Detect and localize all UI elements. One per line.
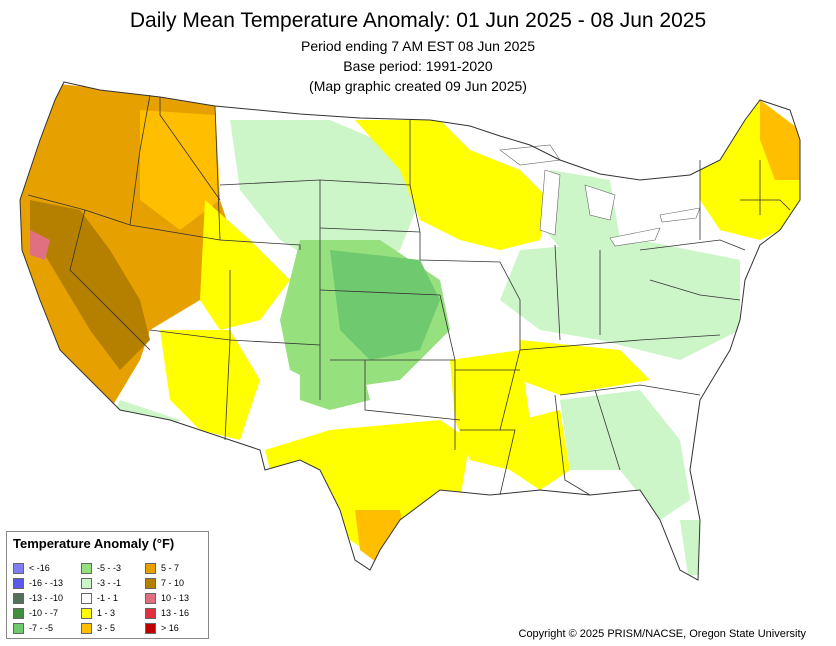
legend-swatch [13,608,24,620]
legend-item: 3 - 5 [81,622,115,636]
legend-swatch [81,563,92,575]
legend-swatch [13,563,24,575]
legend-label: < -16 [29,563,50,573]
legend-label: 7 - 10 [161,578,185,588]
legend-label: -10 - -7 [29,608,59,618]
legend-label: -5 - -3 [97,563,122,573]
legend-label: -3 - -1 [97,578,122,588]
legend-swatch [145,578,156,590]
legend-label: 3 - 5 [97,623,116,633]
legend-label: -1 - 1 [97,593,119,603]
great-lakes [499,144,701,247]
legend-item: 1 - 3 [81,607,115,621]
state-boundaries [19,81,801,581]
legend-swatch [81,578,92,590]
legend-item: 10 - 13 [145,592,189,606]
legend-swatch [13,623,24,635]
legend-item: -10 - -7 [13,607,58,621]
legend: Temperature Anomaly (°F) < -16 -16 - -13 -… [6,531,209,639]
map-title: Daily Mean Temperature Anomaly: 01 Jun 2… [129,9,707,32]
legend-label: 5 - 7 [161,563,180,573]
map-subtitle-created: (Map graphic created 09 Jun 2025) [309,78,527,94]
legend-swatch [81,623,92,635]
legend-swatch [13,578,24,590]
legend-item: 5 - 7 [145,562,179,576]
map-subtitle-period: Period ending 7 AM EST 08 Jun 2025 [300,38,535,54]
copyright-notice: Copyright © 2025 PRISM/NACSE, Oregon Sta… [518,628,807,640]
legend-title: Temperature Anomaly (°F) [13,536,175,551]
legend-item: -1 - 1 [81,592,118,606]
legend-label: -7 - -5 [29,623,54,633]
legend-swatch [145,593,156,605]
legend-label: 13 - 16 [161,608,190,618]
legend-item: 7 - 10 [145,577,184,591]
legend-item: -3 - -1 [81,577,121,591]
legend-swatch [145,608,156,620]
legend-swatch [81,593,92,605]
legend-swatch [145,623,156,635]
legend-swatch [81,608,92,620]
map-subtitle-base: Base period: 1991-2020 [343,58,493,74]
legend-item: 13 - 16 [145,607,189,621]
legend-item: -16 - -13 [13,577,63,591]
legend-item: -7 - -5 [13,622,53,636]
legend-label: 1 - 3 [97,608,116,618]
legend-label: > 16 [161,623,179,633]
legend-swatch [145,563,156,575]
legend-label: -16 - -13 [29,578,64,588]
legend-item: > 16 [145,622,179,636]
legend-item: -13 - -10 [13,592,63,606]
legend-label: 10 - 13 [161,593,190,603]
legend-item: -5 - -3 [81,562,121,576]
legend-label: -13 - -10 [29,593,64,603]
legend-item: < -16 [13,562,50,576]
legend-swatch [13,593,24,605]
